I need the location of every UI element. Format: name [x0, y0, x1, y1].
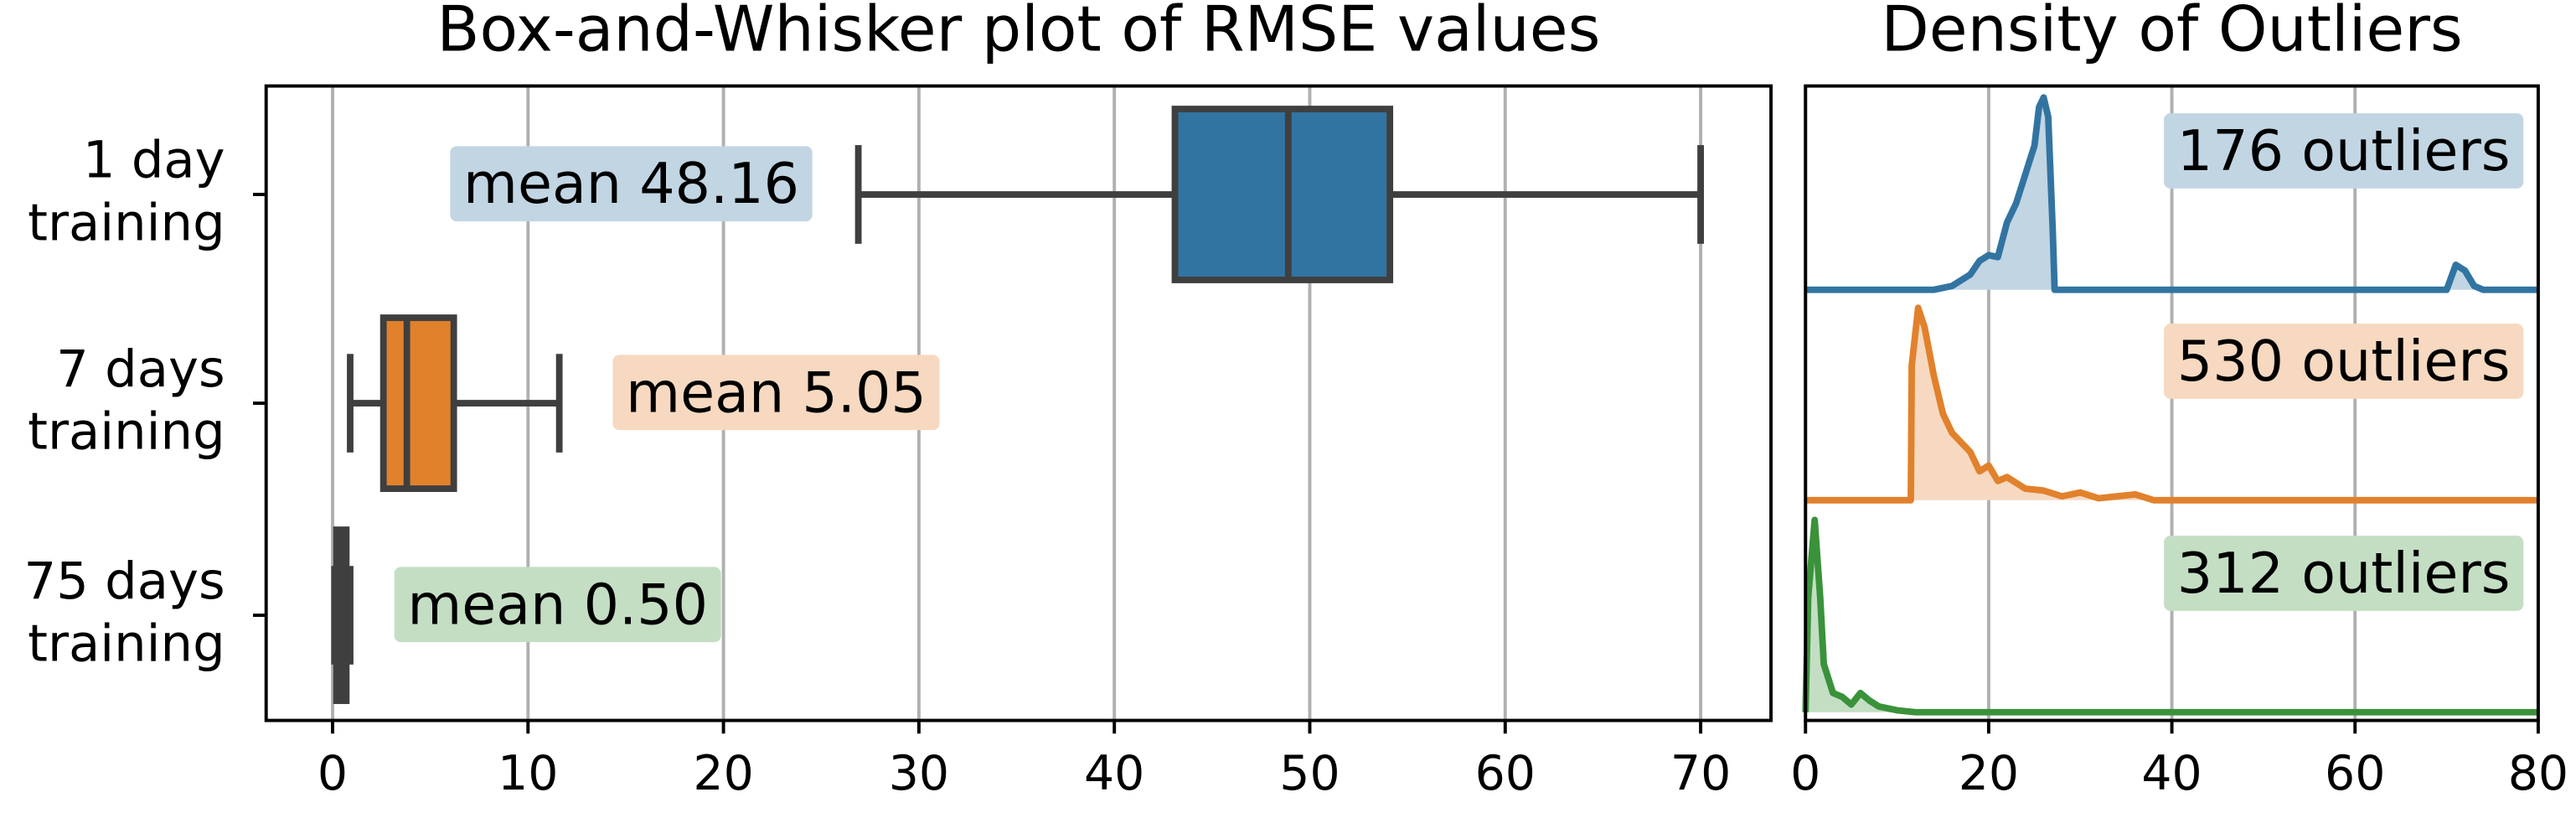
chart-title: Box-and-Whisker plot of RMSE values [436, 0, 1600, 65]
x-tick-label: 0 [1790, 746, 1820, 801]
x-tick-label: 60 [1475, 746, 1536, 801]
box [1171, 106, 1394, 283]
x-tick-label: 60 [2325, 746, 2385, 801]
box [379, 314, 457, 492]
label-box [450, 146, 813, 222]
density-line [1805, 94, 2538, 293]
label-box [2164, 536, 2524, 611]
x-tick-label: 40 [2141, 746, 2202, 801]
x-tick-label: 40 [1084, 746, 1144, 801]
density-line [1802, 516, 2538, 716]
y-tick-label: 75 days training [24, 551, 225, 673]
mean-label: mean 48.16 [463, 151, 799, 216]
x-tick-label: 70 [1670, 746, 1731, 801]
label-box [394, 567, 721, 643]
x-tick-label: 20 [1959, 746, 2019, 801]
plot-frame [1804, 84, 2540, 722]
x-tick-label: 30 [889, 746, 949, 801]
x-tick-label: 50 [1279, 746, 1340, 801]
label-box [2164, 324, 2524, 399]
mean-label: mean 5.05 [626, 360, 927, 425]
label-box [2164, 113, 2524, 189]
x-tick-label: 0 [317, 746, 348, 801]
y-tick-label: 1 day training [28, 131, 225, 252]
outlier-label: 312 outliers [2177, 541, 2511, 606]
x-tick-label: 80 [2508, 746, 2568, 801]
chart-title: Density of Outliers [1881, 0, 2462, 65]
x-tick-label: 10 [498, 746, 558, 801]
y-tick-label: 7 days training [28, 339, 225, 461]
outlier-label: 530 outliers [2177, 329, 2511, 394]
plot-frame [264, 84, 1773, 722]
outlier-label: 176 outliers [2177, 118, 2511, 184]
mean-label: mean 0.50 [407, 572, 708, 637]
label-box [612, 355, 940, 431]
x-tick-label: 20 [693, 746, 753, 801]
density-line [1805, 304, 2538, 504]
